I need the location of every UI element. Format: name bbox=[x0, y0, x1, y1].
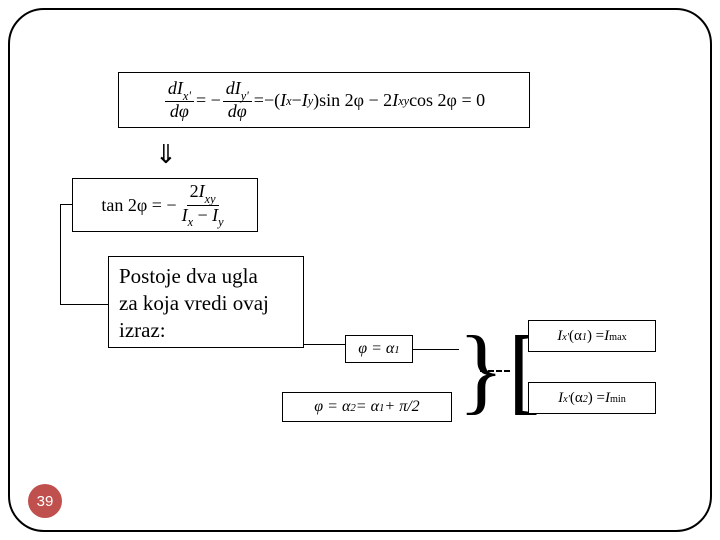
connector-line bbox=[60, 204, 61, 232]
connector-line bbox=[304, 344, 345, 345]
equation-imin: Ix' (α2) = Imin bbox=[528, 382, 656, 414]
down-arrow-icon: ⇓ bbox=[155, 140, 177, 170]
equation-derivative: dIx' dφ = − dIy' dφ = −( Ix − Iy ) sin 2… bbox=[118, 72, 530, 128]
explanation-text-box: Postoje dva ugla za koja vredi ovaj izra… bbox=[108, 256, 304, 348]
connector-line bbox=[60, 204, 72, 205]
connector-line bbox=[60, 232, 61, 304]
equation-phi-alpha2: φ = α2 = α1 + π/2 bbox=[282, 392, 452, 422]
equation-imax: Ix' (α1) = Imax bbox=[528, 320, 656, 352]
connector-line bbox=[60, 304, 108, 305]
equation-phi-alpha1: φ = α1 bbox=[345, 335, 413, 363]
text-line: za koja vredi ovaj bbox=[119, 290, 293, 317]
equation-tan2phi: tan 2φ = − 2Ixy Ix − Iy bbox=[72, 178, 258, 232]
connector-line bbox=[413, 349, 459, 350]
page-number-badge: 39 bbox=[28, 484, 62, 518]
text-line: Postoje dva ugla bbox=[119, 263, 293, 290]
text-line: izraz: bbox=[119, 317, 293, 344]
slide-content: dIx' dφ = − dIy' dφ = −( Ix − Iy ) sin 2… bbox=[0, 0, 720, 540]
dashed-connector bbox=[480, 370, 510, 372]
